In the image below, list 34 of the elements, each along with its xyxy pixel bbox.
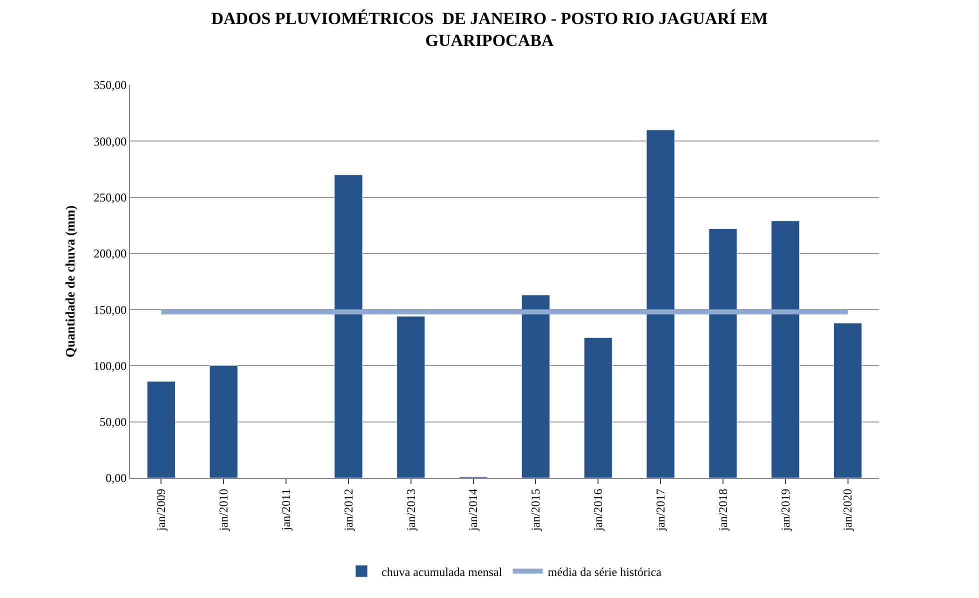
x-tick-label: jan/2016 (591, 488, 606, 532)
bar (771, 220, 800, 478)
y-tick-label: 100,00 (94, 358, 127, 373)
x-tick-label: jan/2018 (716, 488, 730, 532)
bar (146, 381, 176, 478)
bar (209, 365, 238, 478)
x-tick-label: jan/2010 (216, 488, 231, 532)
y-tick-label: 300,00 (94, 134, 127, 148)
y-tick-label: 0,00 (106, 471, 127, 486)
bar (396, 316, 426, 478)
bar (708, 228, 738, 478)
x-tick-label: jan/2013 (404, 488, 418, 532)
bar (334, 174, 363, 478)
legend-label: chuva acumulada mensal (382, 564, 503, 579)
bar (584, 337, 612, 478)
chart-title: DADOS PLUVIOMÉTRICOS DE JANEIRO - POSTO RIO JAGUARÍ EM GUARIPOCABA (211, 8, 768, 50)
bar (521, 294, 550, 478)
x-tick-label: jan/2019 (778, 488, 792, 532)
x-tick-label: jan/2020 (840, 488, 855, 532)
y-axis-title: Quantidade de chuva (mm) (62, 205, 78, 358)
x-tick-label: jan/2015 (528, 488, 543, 532)
y-tick-label: 200,00 (94, 246, 127, 261)
bar (834, 322, 862, 478)
y-tick-label: 50,00 (100, 415, 127, 430)
legend-label: média da série histórica (548, 564, 662, 579)
bar (646, 130, 675, 478)
x-tick-label: jan/2012 (341, 488, 356, 532)
x-tick-label: jan/2017 (653, 488, 668, 532)
y-tick-label: 350,00 (94, 78, 127, 92)
x-tick-label: jan/2009 (154, 488, 168, 532)
x-tick-label: jan/2014 (466, 488, 480, 532)
y-tick-label: 250,00 (94, 190, 127, 204)
x-tick-label: jan/2011 (278, 488, 293, 532)
y-tick-label: 150,00 (94, 302, 127, 317)
